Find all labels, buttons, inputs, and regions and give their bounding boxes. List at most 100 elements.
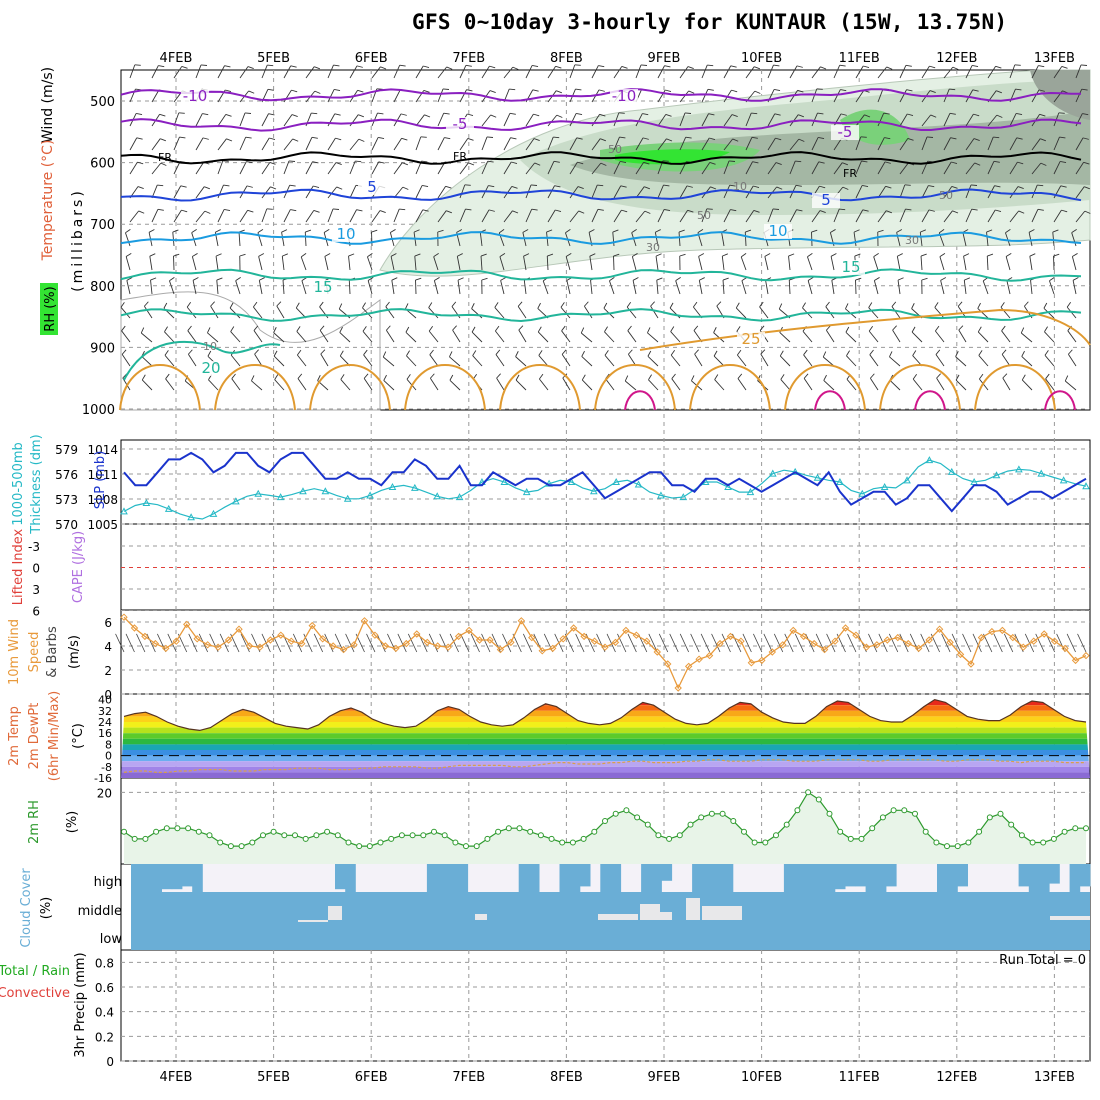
wind-barb-shaft <box>415 209 424 223</box>
wind-barb-flag <box>335 137 342 141</box>
wind-barb-shaft <box>899 162 909 175</box>
wind-barb-flag <box>247 66 254 69</box>
wind-barb-shaft <box>647 332 659 343</box>
wind-barb-shaft <box>1064 380 1077 391</box>
wind10-barb <box>376 633 386 653</box>
rh2m-point <box>537 832 544 839</box>
rh2m-point <box>409 832 416 839</box>
wind-barb-flag <box>795 160 802 163</box>
wind-barb-shaft <box>565 256 571 271</box>
thickness-point <box>209 509 218 517</box>
wind-barb-shaft <box>561 330 571 343</box>
wind-barb-flag <box>576 137 583 140</box>
wind-barb-flag <box>137 186 144 189</box>
wind10-point <box>988 627 996 636</box>
wind-barb-shaft <box>495 354 505 367</box>
wind-barb-shaft <box>191 256 197 271</box>
cloud-high-bar <box>610 864 622 892</box>
wind-barb-shaft <box>911 331 923 343</box>
thickness-point <box>142 498 151 506</box>
wind-barb-flag <box>186 301 192 308</box>
wind-barb-flag <box>385 301 390 307</box>
wind-barb-flag <box>276 301 282 307</box>
temp-tick: 0 <box>105 750 112 763</box>
wind-barb-flag <box>533 113 540 117</box>
wind-barb-shaft <box>591 65 599 79</box>
wind-barb-flag <box>730 65 737 68</box>
wind-barb-flag <box>437 229 444 233</box>
wind-barb-shaft <box>845 331 857 343</box>
wind-barb-shaft <box>481 161 489 175</box>
wind10-point <box>287 637 296 645</box>
wind-barb-flag <box>300 252 307 258</box>
wind-barb-shaft <box>164 354 175 367</box>
wind-barb-shaft <box>721 232 725 247</box>
wind-barb-flag <box>842 162 849 166</box>
wind-barb-flag <box>928 185 935 188</box>
wind-barb-flag <box>481 277 488 281</box>
wind-barb-flag <box>626 301 632 308</box>
rh2m-unit-label: (%) <box>65 811 80 834</box>
wind-barb-shaft <box>657 184 664 199</box>
wind10-point <box>371 631 379 639</box>
wind-barb-shaft <box>1072 280 1077 295</box>
wind-barb-shaft <box>921 65 930 79</box>
wind-barb-flag <box>807 252 813 258</box>
rh2m-point <box>837 828 844 835</box>
wind-barb-shaft <box>1005 232 1011 247</box>
wind-barb-flag <box>312 161 319 164</box>
wind-barb-shaft <box>363 354 373 367</box>
wind-barb-flag <box>778 303 783 310</box>
wind-barb-flag <box>413 229 420 233</box>
wind-barb-flag <box>650 301 655 307</box>
wind-barb-flag <box>125 253 132 257</box>
wind10-point <box>705 651 714 660</box>
thickness-point <box>500 477 509 485</box>
wind-barb-shaft <box>899 113 908 127</box>
wind10-barb <box>1035 633 1045 653</box>
wind-barb-flag <box>267 64 274 67</box>
wind10-point <box>684 662 693 671</box>
wind-barb-shaft <box>807 256 813 271</box>
wind-barb-shaft <box>239 210 249 223</box>
wind-barb-shaft <box>833 113 842 127</box>
rh2m-point <box>142 835 149 842</box>
wind-barb-flag <box>973 138 980 141</box>
wind-barb-shaft <box>151 89 160 103</box>
rh2m-point <box>1029 839 1036 846</box>
wind-barb-shaft <box>173 209 182 223</box>
wind-barb-shaft <box>982 280 989 295</box>
panel-frame-wind10 <box>120 609 1091 695</box>
rh2m-point <box>441 832 448 839</box>
wind-barb-flag <box>957 301 963 307</box>
wind-barb-flag <box>1072 277 1079 281</box>
wind-barb-flag <box>1029 253 1036 257</box>
wind-barb-flag <box>402 186 409 190</box>
wind10-barb <box>481 633 491 653</box>
rh2m-point <box>292 832 298 839</box>
wind10-barb <box>115 633 125 653</box>
wind10-barb <box>1077 633 1087 653</box>
wind10-speed-line <box>123 616 1087 690</box>
wind-barb-shaft <box>897 280 901 295</box>
wind-barb-shaft <box>613 136 620 151</box>
wind-barb-shaft <box>348 279 351 295</box>
date-tick-top: 4FEB <box>160 51 193 66</box>
wind10-point <box>883 636 892 644</box>
wind-barb-flag <box>911 303 915 309</box>
wind-barb-flag <box>620 185 627 188</box>
wind-barb-shaft <box>327 89 335 103</box>
wind-barb-flag <box>754 90 761 94</box>
wind-barb-flag <box>921 277 928 281</box>
date-tick-top: 9FEB <box>648 51 681 66</box>
wind-barb-flag <box>803 373 809 379</box>
wind-barb-flag <box>664 208 671 211</box>
wind-barb-shaft <box>721 256 725 271</box>
rh2m-point <box>473 843 480 850</box>
wind10-point <box>277 631 285 639</box>
lifted-index-label: Lifted Index <box>11 528 26 605</box>
temp-band <box>121 694 1090 700</box>
wind-barb-shaft <box>955 356 967 367</box>
wind-barb-flag <box>509 88 516 91</box>
wind-barb-flag <box>737 373 743 379</box>
